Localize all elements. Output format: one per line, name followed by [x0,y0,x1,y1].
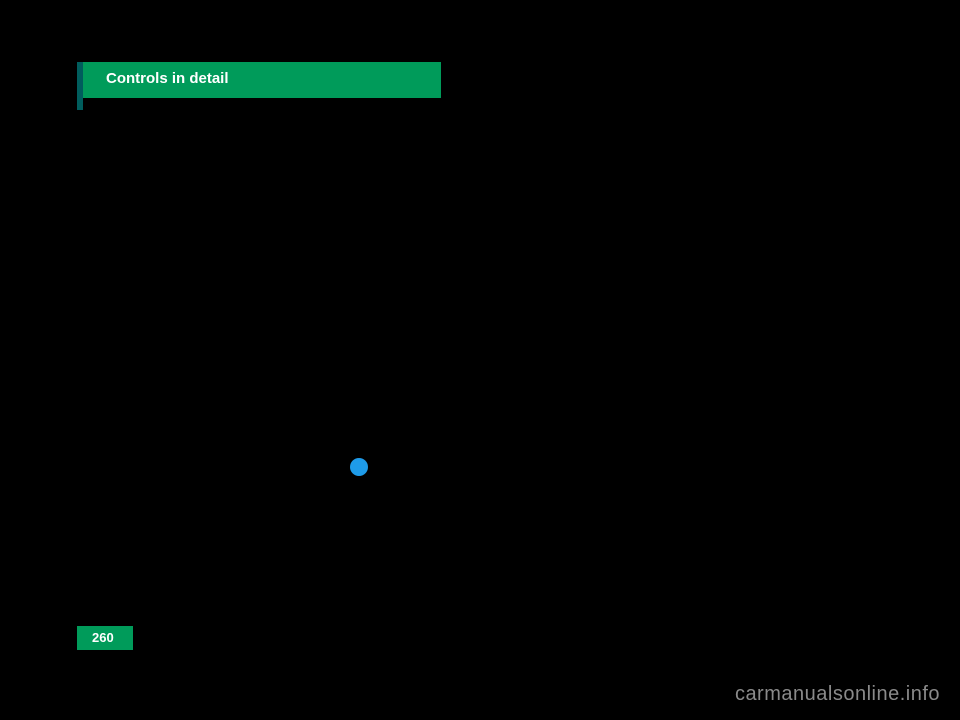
bullet-marker-icon [350,458,368,476]
watermark-text: carmanualsonline.info [735,683,940,706]
section-title: Controls in detail [106,70,229,87]
page-number: 260 [92,630,114,645]
